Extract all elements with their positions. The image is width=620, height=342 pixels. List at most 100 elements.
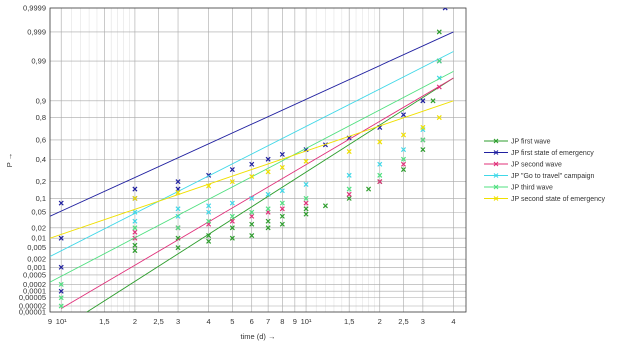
data-point: [249, 173, 255, 180]
data-point: [265, 156, 271, 162]
data-point: [58, 281, 64, 287]
data-point: [377, 161, 383, 167]
y-tick-label: 0,001: [27, 263, 46, 272]
y-tick-label: 0,2: [36, 177, 46, 186]
y-tick-label: 0,8: [36, 113, 46, 122]
data-point: [279, 188, 285, 194]
data-point: [322, 203, 328, 209]
data-point: [303, 158, 309, 164]
y-tick-label: 0,6: [36, 135, 46, 144]
legend-label: JP first wave: [511, 139, 551, 146]
data-point: [346, 186, 352, 192]
x-tick-label: 10¹: [301, 317, 312, 326]
y-tick-label: 0,0001: [23, 287, 46, 296]
data-point: [303, 200, 309, 206]
data-point: [249, 209, 255, 215]
data-point: [175, 235, 181, 241]
data-point: [265, 225, 271, 231]
x-tick-label: 4: [451, 317, 455, 326]
x-tick-label: 2: [378, 317, 382, 326]
y-tick-label: 0,00002: [19, 302, 46, 311]
data-point: [58, 264, 64, 270]
legend-label: JP second wave: [511, 162, 562, 169]
x-axis-label: time (d) →: [240, 332, 275, 341]
x-tick-label: 2,5: [398, 317, 408, 326]
y-tick-label: 0,9: [36, 96, 46, 105]
data-point: [420, 98, 426, 104]
data-point: [58, 288, 64, 294]
data-point: [400, 156, 407, 162]
data-point: [436, 115, 442, 121]
y-tick-label: 0,99: [31, 57, 46, 66]
legend-label: JP second state of emergency: [511, 196, 606, 203]
series-fit-line: [86, 77, 454, 312]
data-point: [265, 218, 271, 224]
data-point: [436, 58, 442, 64]
data-point: [58, 303, 64, 309]
data-point: [346, 191, 352, 197]
y-tick-label: 0,00001: [19, 308, 46, 317]
data-point: [206, 183, 212, 189]
x-tick-label: 9: [293, 317, 297, 326]
data-point: [249, 221, 255, 227]
x-tick-label: 3: [176, 317, 180, 326]
data-point: [249, 195, 255, 201]
legend-swatch-marker: [493, 196, 499, 201]
data-point: [206, 233, 212, 239]
series-fit-line: [60, 77, 454, 309]
series-fit-line: [50, 31, 454, 217]
x-tick-label: 9: [48, 317, 52, 326]
data-point: [175, 225, 181, 231]
y-tick-label: 0,0005: [23, 270, 46, 279]
data-point: [229, 200, 235, 206]
data-point: [400, 112, 407, 118]
data-point: [303, 206, 309, 212]
y-tick-label: 0,01: [31, 234, 46, 243]
x-tick-label: 2,5: [153, 317, 163, 326]
data-point: [229, 225, 235, 231]
data-point: [279, 206, 285, 212]
data-point: [249, 233, 255, 239]
series-fit-line: [50, 51, 454, 257]
y-tick-label: 0,999: [27, 27, 46, 36]
legend-label: JP first state of emergency: [511, 150, 594, 157]
data-point: [303, 181, 309, 187]
plot-background: [50, 8, 466, 312]
data-point: [132, 209, 138, 215]
data-point: [279, 213, 285, 219]
data-point: [346, 148, 352, 155]
x-tick-label: 7: [266, 317, 270, 326]
x-tick-label: 6: [250, 317, 254, 326]
data-point: [377, 179, 383, 185]
x-tick-label: 5: [230, 317, 234, 326]
data-point: [206, 209, 212, 215]
data-point: [175, 245, 181, 251]
data-point: [132, 195, 138, 201]
series-layer: [50, 8, 454, 312]
data-point: [430, 98, 436, 104]
y-tick-label: 0,1: [36, 194, 46, 203]
data-point: [400, 167, 407, 173]
data-point: [175, 179, 181, 185]
data-point: [279, 200, 285, 206]
legend-label: JP third wave: [511, 185, 553, 192]
y-tick-label: 0,005: [27, 243, 46, 252]
data-point: [229, 167, 235, 173]
data-point: [132, 225, 138, 231]
legend-swatch-marker: [493, 138, 499, 144]
data-point: [346, 172, 352, 178]
data-point: [279, 164, 285, 170]
x-tick-label: 4: [207, 317, 211, 326]
data-point: [132, 218, 138, 224]
data-point: [400, 132, 407, 138]
data-point: [420, 147, 426, 153]
data-point: [400, 161, 407, 167]
legend-label: JP "Go to travel" campaign: [511, 173, 595, 180]
data-point: [132, 186, 138, 192]
data-point: [229, 213, 235, 219]
data-point: [265, 169, 271, 175]
data-point: [265, 206, 271, 212]
x-tick-label: 1,5: [344, 317, 354, 326]
